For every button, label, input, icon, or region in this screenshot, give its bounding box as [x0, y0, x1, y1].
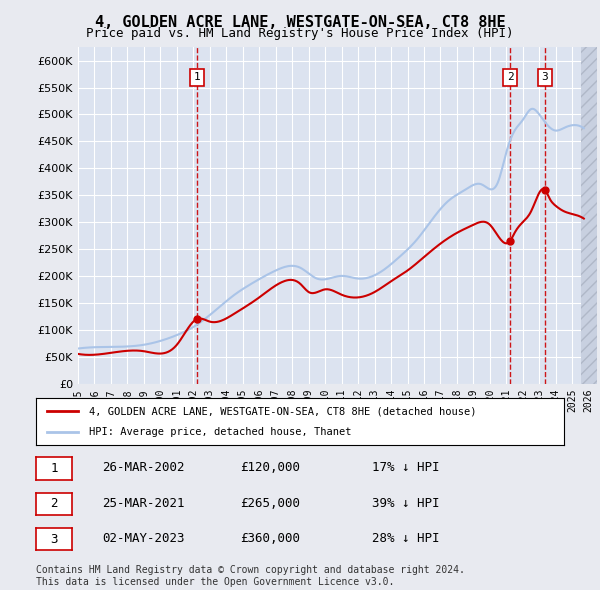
Text: £265,000: £265,000	[240, 497, 300, 510]
Text: 2: 2	[50, 497, 58, 510]
Text: 3: 3	[542, 73, 548, 83]
Text: 26-MAR-2002: 26-MAR-2002	[102, 461, 185, 474]
Text: 4, GOLDEN ACRE LANE, WESTGATE-ON-SEA, CT8 8HE (detached house): 4, GOLDEN ACRE LANE, WESTGATE-ON-SEA, CT…	[89, 407, 476, 417]
Text: £120,000: £120,000	[240, 461, 300, 474]
Text: HPI: Average price, detached house, Thanet: HPI: Average price, detached house, Than…	[89, 427, 352, 437]
Text: Price paid vs. HM Land Registry's House Price Index (HPI): Price paid vs. HM Land Registry's House …	[86, 27, 514, 40]
Text: 1: 1	[194, 73, 200, 83]
Text: 17% ↓ HPI: 17% ↓ HPI	[372, 461, 439, 474]
Text: 02-MAY-2023: 02-MAY-2023	[102, 532, 185, 545]
Text: 4, GOLDEN ACRE LANE, WESTGATE-ON-SEA, CT8 8HE: 4, GOLDEN ACRE LANE, WESTGATE-ON-SEA, CT…	[95, 15, 505, 30]
Text: 25-MAR-2021: 25-MAR-2021	[102, 497, 185, 510]
Text: 28% ↓ HPI: 28% ↓ HPI	[372, 532, 439, 545]
Text: Contains HM Land Registry data © Crown copyright and database right 2024.
This d: Contains HM Land Registry data © Crown c…	[36, 565, 465, 587]
Text: £360,000: £360,000	[240, 532, 300, 545]
Text: 2: 2	[507, 73, 514, 83]
Bar	[581, 47, 597, 384]
Text: 39% ↓ HPI: 39% ↓ HPI	[372, 497, 439, 510]
Text: 3: 3	[50, 533, 58, 546]
Text: 1: 1	[50, 462, 58, 475]
